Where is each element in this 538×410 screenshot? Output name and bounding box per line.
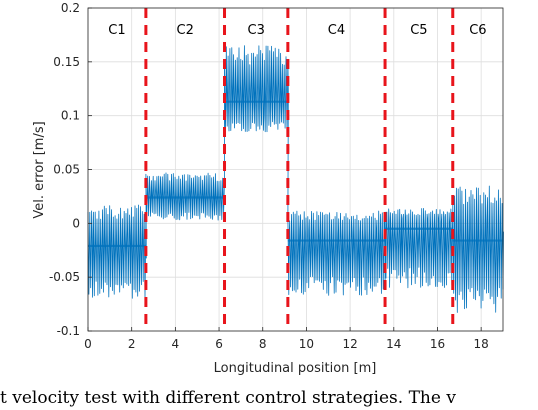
x-tick-label: 18 xyxy=(474,337,489,351)
y-tick-label: -0.1 xyxy=(57,324,80,338)
divider-layer xyxy=(144,8,455,331)
y-tick-label: 0.15 xyxy=(53,55,80,69)
region-label: C3 xyxy=(248,23,265,38)
signal-layer xyxy=(87,45,504,313)
region-label: C2 xyxy=(177,23,194,38)
region-label: C4 xyxy=(328,23,345,38)
region-label: C6 xyxy=(469,23,486,38)
x-tick-label: 8 xyxy=(259,337,267,351)
y-axis-label: Vel. error [m/s] xyxy=(32,121,47,218)
velocity-error-series xyxy=(87,45,504,313)
x-tick-label: 12 xyxy=(342,337,357,351)
tick-layer: 0 2 4 6 8 10 12 14 16 18 -0.1 -0.05 0 0.05 0.1 0.15 0.2 xyxy=(49,1,489,351)
y-tick-label: 0.05 xyxy=(53,163,80,177)
region-label: C1 xyxy=(108,23,125,38)
x-tick-label: 4 xyxy=(172,337,180,351)
x-tick-label: 6 xyxy=(215,337,223,351)
x-tick-label: 10 xyxy=(299,337,314,351)
y-tick-label: 0 xyxy=(72,216,80,230)
x-tick-label: 14 xyxy=(386,337,401,351)
region-label-layer: C1 C2 C3 C4 C5 C6 xyxy=(108,23,486,38)
region-label: C5 xyxy=(410,23,427,38)
x-tick-label: 0 xyxy=(84,337,92,351)
figure-caption: t velocity test with different control s… xyxy=(0,388,456,408)
y-tick-label: -0.05 xyxy=(49,270,80,284)
x-tick-label: 2 xyxy=(128,337,136,351)
x-tick-label: 16 xyxy=(430,337,445,351)
x-axis-label: Longitudinal position [m] xyxy=(214,361,377,376)
y-tick-label: 0.2 xyxy=(61,1,80,15)
y-tick-label: 0.1 xyxy=(61,109,80,123)
